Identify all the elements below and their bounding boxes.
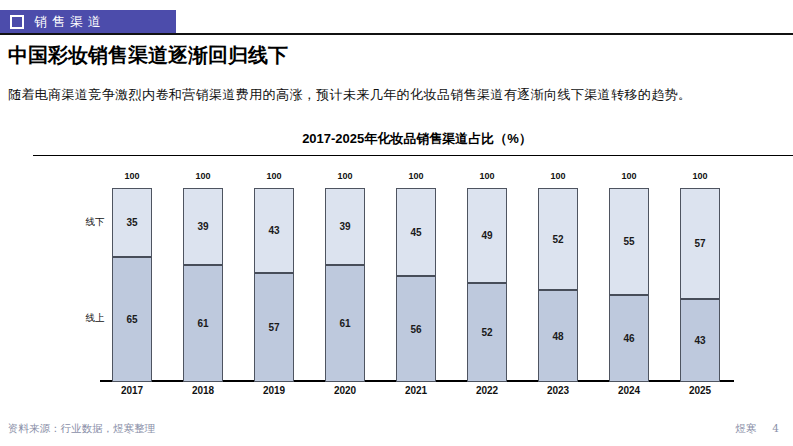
footer-right: 煜寒 4 (735, 422, 779, 436)
bar-total-label: 100 (396, 171, 436, 181)
slide: 销售渠道 中国彩妆销售渠道逐渐回归线下 随着电商渠道竞争激烈内卷和营销渠道费用的… (0, 0, 793, 446)
bar-segment-online: 43 (681, 298, 719, 381)
bar-stack: 3961 (325, 188, 365, 382)
bar-segment-online: 61 (326, 264, 364, 381)
x-axis-tick-label: 2020 (317, 385, 373, 396)
series-label-offline: 线下 (82, 216, 108, 229)
bar-segment-online: 52 (468, 282, 506, 381)
bar-stack: 4952 (467, 188, 507, 382)
bar-segment-offline: 35 (113, 189, 151, 256)
chart-canvas: 线下 线上 1003565201710039612018100435720191… (0, 162, 793, 408)
bar-stack: 5743 (680, 188, 720, 382)
square-bullet-icon (10, 15, 24, 29)
bar-stack: 5248 (538, 188, 578, 382)
section-banner-label: 销售渠道 (34, 13, 106, 31)
x-axis-tick-label: 2025 (672, 385, 728, 396)
bar-total-label: 100 (680, 171, 720, 181)
x-axis-tick-label: 2018 (175, 385, 231, 396)
bar-total-label: 100 (325, 171, 365, 181)
bar-segment-offline: 52 (539, 189, 577, 289)
bar-segment-offline: 45 (397, 189, 435, 275)
bar-segment-online: 61 (184, 264, 222, 381)
bar-segment-online: 46 (610, 294, 648, 381)
bar-total-label: 100 (183, 171, 223, 181)
x-axis-tick-label: 2019 (246, 385, 302, 396)
bar-segment-online: 57 (255, 272, 293, 381)
chart-title: 2017-2025年化妆品销售渠道占比（%） (100, 130, 734, 148)
bar-segment-offline: 55 (610, 189, 648, 294)
x-axis-tick-label: 2024 (601, 385, 657, 396)
bar-stack: 4357 (254, 188, 294, 382)
bar-total-label: 100 (112, 171, 152, 181)
body-paragraph: 随着电商渠道竞争激烈内卷和营销渠道费用的高涨，预计未来几年的化妆品销售渠道有逐渐… (8, 86, 786, 104)
bar-segment-online: 56 (397, 275, 435, 381)
bar-total-label: 100 (254, 171, 294, 181)
x-axis-tick-label: 2023 (530, 385, 586, 396)
chart-title-divider (33, 155, 793, 156)
bar-stack: 5546 (609, 188, 649, 382)
header-divider (0, 33, 793, 35)
footer-source: 资料来源：行业数据，煜寒整理 (8, 422, 155, 436)
x-axis-tick-label: 2021 (388, 385, 444, 396)
bar-segment-online: 65 (113, 256, 151, 381)
bar-segment-offline: 39 (326, 189, 364, 264)
x-axis-tick-label: 2022 (459, 385, 515, 396)
bar-segment-offline: 43 (255, 189, 293, 272)
footer-page-number: 4 (772, 422, 779, 436)
footer-brand: 煜寒 (735, 422, 756, 436)
bar-total-label: 100 (538, 171, 578, 181)
bar-stack: 3565 (112, 188, 152, 382)
bar-segment-offline: 57 (681, 189, 719, 298)
x-axis-tick-label: 2017 (104, 385, 160, 396)
bar-stack: 3961 (183, 188, 223, 382)
bar-segment-online: 48 (539, 289, 577, 381)
bar-total-label: 100 (467, 171, 507, 181)
bar-stack: 4556 (396, 188, 436, 382)
series-label-online: 线上 (82, 312, 108, 325)
bar-segment-offline: 49 (468, 189, 506, 282)
section-banner: 销售渠道 (0, 10, 176, 33)
page-title: 中国彩妆销售渠道逐渐回归线下 (8, 42, 748, 69)
bar-segment-offline: 39 (184, 189, 222, 264)
bar-total-label: 100 (609, 171, 649, 181)
